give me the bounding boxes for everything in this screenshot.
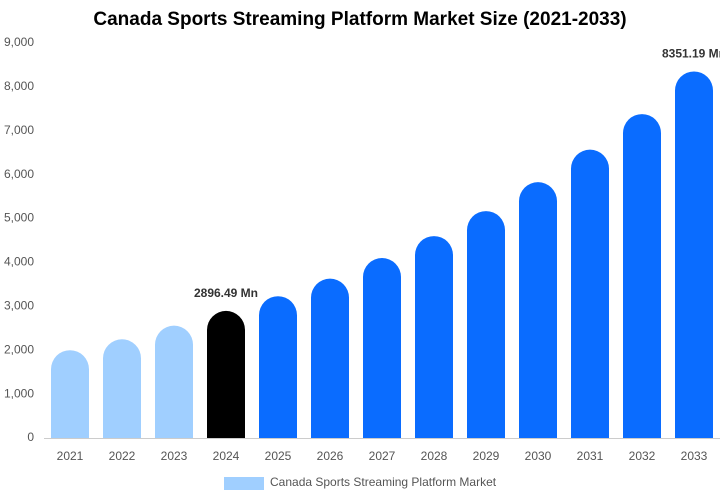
- x-tick-label: 2025: [265, 449, 292, 463]
- bar: [415, 236, 453, 438]
- x-tick-label: 2027: [369, 449, 396, 463]
- x-tick-label: 2024: [213, 449, 240, 463]
- bar: [363, 258, 401, 438]
- bar: [207, 310, 245, 438]
- y-tick-label: 9,000: [4, 35, 34, 49]
- bar: [467, 211, 505, 438]
- y-tick-label: 4,000: [4, 255, 34, 269]
- x-tick-label: 2028: [421, 449, 448, 463]
- y-tick-label: 2,000: [4, 342, 34, 356]
- bar: [259, 296, 297, 438]
- data-label: 2896.49 Mn: [194, 286, 258, 300]
- bar: [311, 278, 349, 438]
- x-tick-label: 2032: [629, 449, 656, 463]
- y-tick-label: 5,000: [4, 211, 34, 225]
- bar: [51, 350, 89, 438]
- y-tick-label: 7,000: [4, 123, 34, 137]
- bar: [571, 149, 609, 438]
- y-tick-label: 6,000: [4, 167, 34, 181]
- legend-swatch: [224, 477, 264, 490]
- x-tick-label: 2026: [317, 449, 344, 463]
- x-tick-label: 2030: [525, 449, 552, 463]
- y-tick-label: 8,000: [4, 79, 34, 93]
- legend-label: Canada Sports Streaming Platform Market: [270, 475, 497, 489]
- data-label: 8351.19 Mn: [662, 47, 720, 61]
- bar: [155, 325, 193, 438]
- x-tick-label: 2022: [109, 449, 136, 463]
- x-tick-label: 2029: [473, 449, 500, 463]
- bar: [519, 182, 557, 438]
- bar: [103, 339, 141, 438]
- chart-title: Canada Sports Streaming Platform Market …: [93, 9, 626, 30]
- y-tick-label: 0: [27, 430, 34, 444]
- bar: [623, 114, 661, 438]
- bar: [675, 71, 713, 438]
- y-tick-label: 1,000: [4, 386, 34, 400]
- x-tick-label: 2031: [577, 449, 604, 463]
- x-tick-label: 2023: [161, 449, 188, 463]
- y-tick-label: 3,000: [4, 299, 34, 313]
- x-tick-label: 2033: [681, 449, 708, 463]
- x-tick-label: 2021: [57, 449, 84, 463]
